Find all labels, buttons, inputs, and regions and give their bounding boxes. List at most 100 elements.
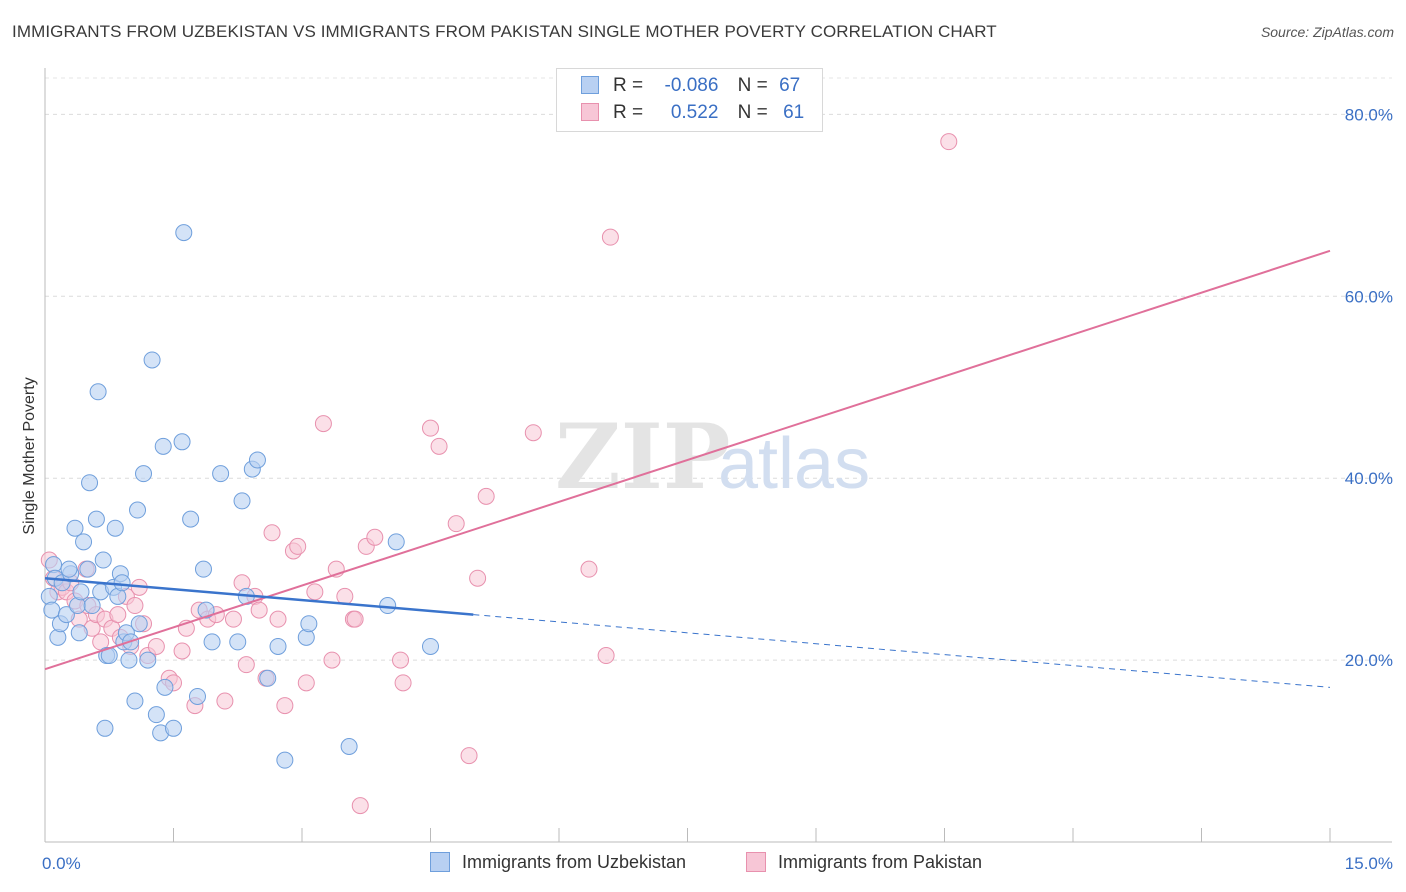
pakistan-point (346, 610, 364, 628)
uzbekistan-point (422, 637, 439, 655)
uzbekistan-point (269, 637, 287, 655)
uzbekistan-point (83, 597, 101, 615)
uzbekistan-point (139, 651, 157, 669)
pakistan-point (314, 415, 332, 433)
uzbekistan-point (60, 560, 78, 578)
uzbekistan-point (70, 624, 88, 642)
uzbekistan-point (156, 678, 174, 696)
uzbekistan-point (106, 519, 124, 537)
pakistan-trendline (44, 249, 1331, 671)
uzbekistan-point (87, 510, 105, 528)
pakistan-point (216, 692, 234, 710)
r-value: -0.086 (664, 75, 719, 96)
uzbekistan-point (89, 383, 107, 401)
uzbekistan-point (94, 551, 112, 569)
uzbekistan-point (165, 719, 182, 737)
uzbekistan-point (72, 583, 90, 601)
x-tick-label: 15.0% (1345, 854, 1393, 873)
pakistan-point (237, 656, 255, 674)
uzbekistan-point (212, 465, 230, 483)
watermark-atlas: atlas (718, 424, 870, 504)
pakistan-point (269, 610, 287, 628)
uzbekistan-point (126, 692, 144, 710)
uzbekistan-points (40, 224, 439, 769)
uzbekistan-point (379, 597, 397, 615)
y-tick-labels: 20.0% 40.0% 60.0% 80.0% (1345, 105, 1393, 670)
pakistan-point (306, 583, 324, 601)
pakistan-point (289, 537, 307, 555)
y-tick-label: 80.0% (1345, 105, 1393, 124)
y-tick-label: 20.0% (1345, 651, 1393, 670)
legend-label: Immigrants from Pakistan (778, 852, 983, 872)
legend-row-pakistan: R = 0.522 N = 61 (581, 102, 804, 124)
x-tick-label: 0.0% (42, 854, 81, 873)
pakistan-point (430, 437, 448, 455)
uzbekistan-swatch (581, 76, 599, 94)
uzbekistan-point (300, 615, 318, 633)
chart-title: IMMIGRANTS FROM UZBEKISTAN VS IMMIGRANTS… (12, 22, 997, 41)
pakistan-point (940, 133, 958, 151)
pakistan-point (351, 797, 369, 815)
uzbekistan-point (194, 560, 212, 578)
uzbekistan-point (188, 687, 206, 705)
uzbekistan-swatch (430, 852, 450, 872)
legend-item-uzbekistan[interactable]: Immigrants from Uzbekistan (430, 852, 686, 873)
uzbekistan-point (79, 560, 97, 578)
pakistan-point (524, 424, 542, 442)
pakistan-point (173, 642, 191, 660)
legend-row-uzbekistan: R = -0.086 N = 67 (581, 75, 800, 97)
pakistan-point (477, 487, 495, 505)
pakistan-point (366, 528, 384, 546)
pakistan-swatch (581, 103, 599, 121)
pakistan-point (394, 674, 412, 692)
uzbekistan-point (143, 351, 161, 369)
n-value: 61 (783, 102, 805, 123)
n-label: N = (737, 102, 768, 123)
y-tick-label: 40.0% (1345, 469, 1393, 488)
legend-item-pakistan[interactable]: Immigrants from Pakistan (746, 852, 982, 873)
uzbekistan-point (175, 224, 193, 242)
uzbekistan-point (120, 651, 138, 669)
uzbekistan-point (276, 751, 294, 769)
pakistan-point (224, 610, 242, 628)
pakistan-point (250, 601, 268, 619)
uzbekistan-point (81, 474, 99, 492)
n-label: N = (737, 75, 768, 96)
uzbekistan-point (96, 719, 114, 737)
uzbekistan-point (229, 633, 247, 651)
axes (44, 68, 1392, 843)
uzbekistan-point (43, 601, 61, 619)
r-label: R = (613, 75, 644, 96)
x-tick-labels: 0.0% 15.0% (42, 854, 1393, 873)
uzbekistan-point (135, 465, 153, 483)
pakistan-point (601, 228, 619, 246)
pakistan-point (109, 606, 127, 624)
uzbekistan-point (340, 738, 358, 755)
gridlines (45, 77, 1392, 661)
uzbekistan-point (129, 501, 147, 519)
pakistan-point (297, 674, 315, 692)
pakistan-point (447, 515, 465, 533)
pakistan-point (126, 597, 144, 615)
source-label: Source: ZipAtlas.com (1260, 24, 1394, 40)
uzbekistan-point (233, 492, 251, 510)
uzbekistan-point (147, 706, 165, 724)
uzbekistan-point (57, 606, 75, 624)
uzbekistan-point (113, 574, 131, 592)
pakistan-point (460, 747, 478, 765)
uzbekistan-trendline-extension (473, 614, 1331, 688)
n-value: 67 (779, 75, 801, 96)
pakistan-point (580, 560, 598, 578)
uzbekistan-point (197, 601, 215, 619)
watermark: ZIP atlas (555, 404, 870, 510)
pakistan-swatch (746, 852, 766, 872)
pakistan-point (597, 647, 615, 665)
pakistan-point (469, 569, 487, 587)
watermark-zip: ZIP (555, 404, 730, 510)
pakistan-point (276, 697, 294, 715)
uzbekistan-point (130, 615, 148, 633)
uzbekistan-point (248, 451, 266, 469)
legend-label: Immigrants from Uzbekistan (462, 852, 687, 872)
uzbekistan-point (173, 433, 191, 451)
